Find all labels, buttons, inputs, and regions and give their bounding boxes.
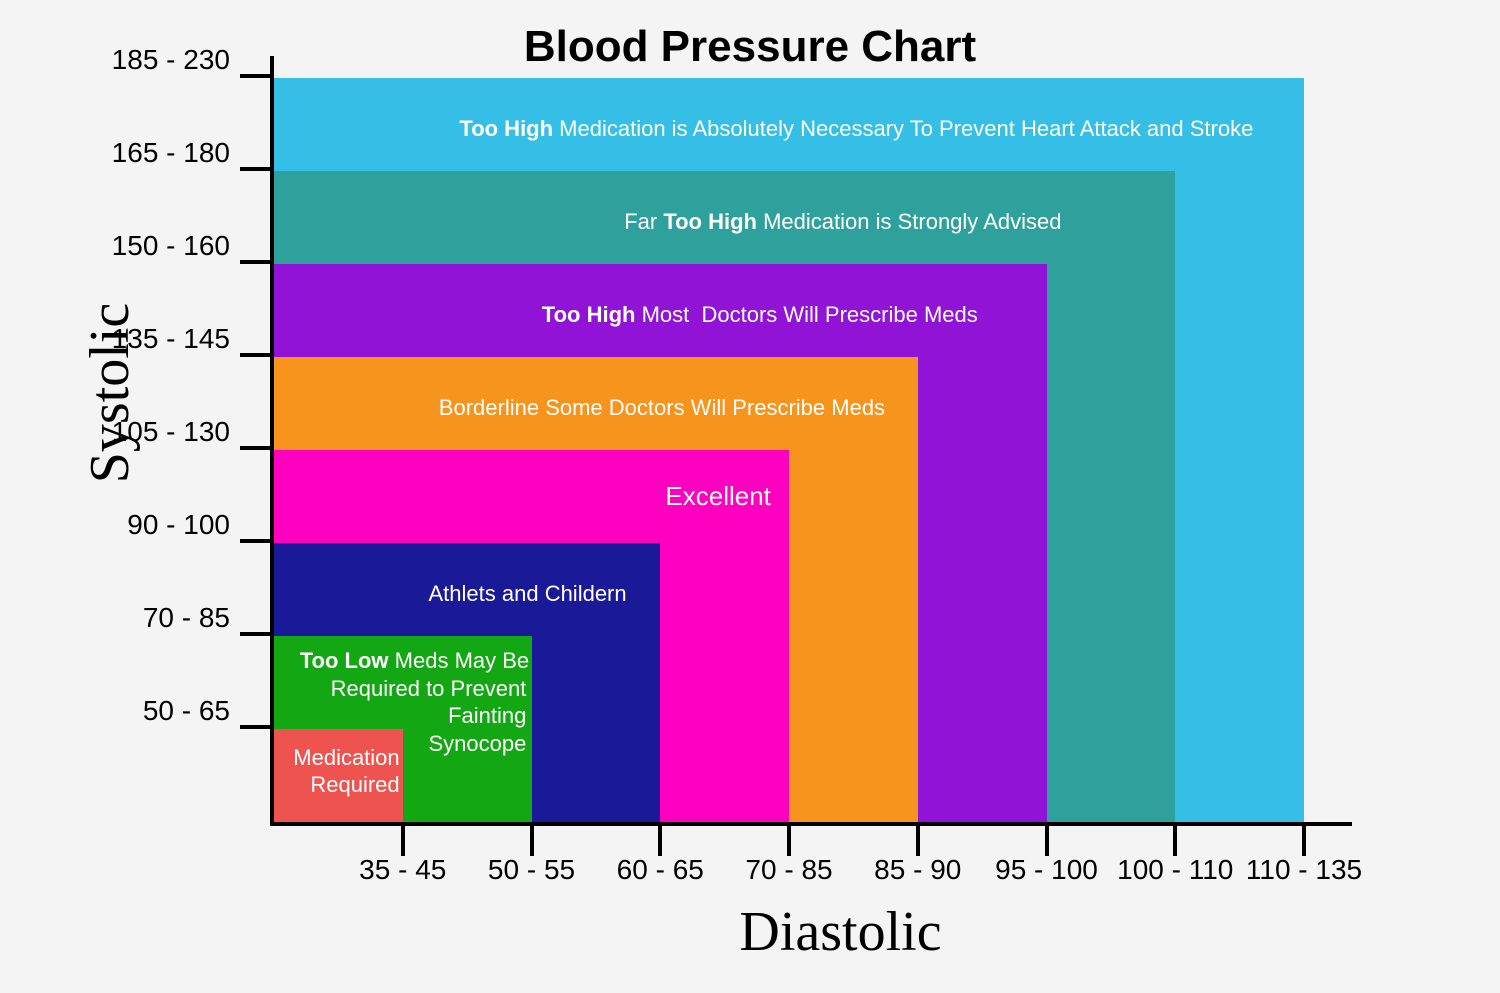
x-tick xyxy=(658,822,662,856)
y-tick xyxy=(240,539,274,543)
x-tick xyxy=(401,822,405,856)
zone-label-too-low: Too Low Meds May BeRequired to PreventFa… xyxy=(300,647,527,757)
zone-label-too-high-strong: Far Too High Medication is Strongly Advi… xyxy=(624,208,1061,236)
zone-label-athletes: Athlets and Childern xyxy=(429,580,627,608)
x-tick xyxy=(1045,822,1049,856)
zone-label-too-high-abs: Too High Medication is Absolutely Necess… xyxy=(459,115,1253,143)
x-tick-label: 110 - 135 xyxy=(1246,854,1362,886)
y-tick xyxy=(240,353,274,357)
y-tick-label: 105 - 130 xyxy=(112,416,230,448)
x-tick-label: 70 - 85 xyxy=(745,854,832,886)
x-tick xyxy=(787,822,791,856)
x-tick xyxy=(916,822,920,856)
y-tick-label: 70 - 85 xyxy=(143,602,230,634)
x-tick-label: 100 - 110 xyxy=(1117,854,1233,886)
zone-label-borderline: Borderline Some Doctors Will Prescribe M… xyxy=(439,394,885,422)
y-tick-label: 50 - 65 xyxy=(143,695,230,727)
y-tick xyxy=(240,632,274,636)
y-tick xyxy=(240,260,274,264)
y-tick xyxy=(240,446,274,450)
zone-label-med-required: MedicationRequired xyxy=(286,744,399,799)
x-tick xyxy=(1302,822,1306,856)
x-tick-label: 50 - 55 xyxy=(488,854,575,886)
zone-label-too-high-doctors: Too High Most Doctors Will Prescribe Med… xyxy=(542,301,978,329)
zone-label-excellent: Excellent xyxy=(665,480,771,513)
y-tick-label: 135 - 145 xyxy=(112,323,230,355)
y-tick xyxy=(240,74,274,78)
x-axis-title: Diastolic xyxy=(583,900,1098,964)
x-axis-line xyxy=(270,822,1352,826)
y-tick-label: 185 - 230 xyxy=(112,44,230,76)
x-tick-label: 95 - 100 xyxy=(995,854,1098,886)
plot-area: Too High Medication is Absolutely Necess… xyxy=(274,78,1304,822)
x-tick-label: 60 - 65 xyxy=(617,854,704,886)
y-tick-label: 90 - 100 xyxy=(127,509,230,541)
x-tick-label: 35 - 45 xyxy=(359,854,446,886)
x-tick xyxy=(1173,822,1177,856)
x-tick xyxy=(530,822,534,856)
y-tick-label: 165 - 180 xyxy=(112,137,230,169)
y-tick xyxy=(240,725,274,729)
y-tick-label: 150 - 160 xyxy=(112,230,230,262)
x-tick-label: 85 - 90 xyxy=(874,854,961,886)
y-tick xyxy=(240,167,274,171)
